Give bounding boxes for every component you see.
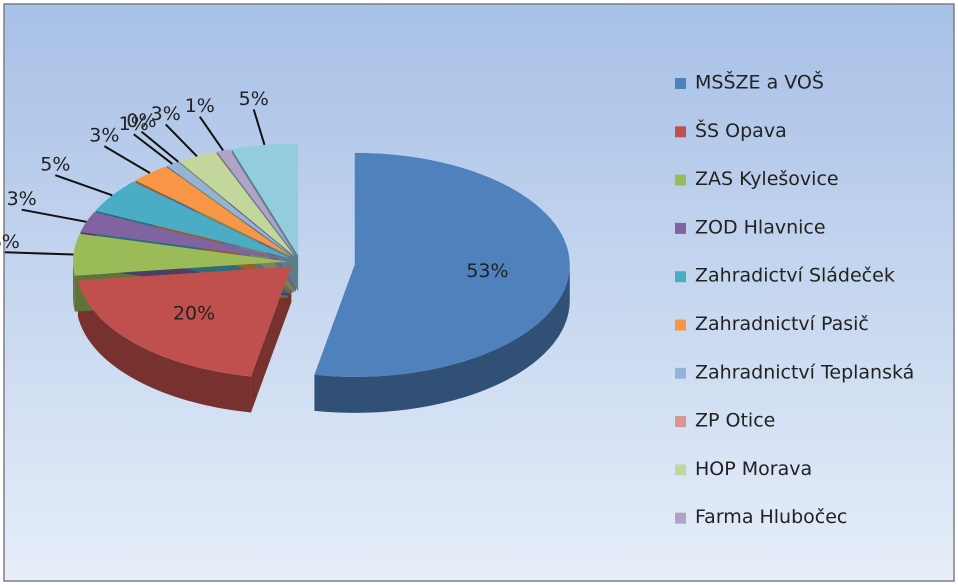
legend-swatch [675,319,686,331]
legend-label: ZP Otice [695,410,775,432]
data-label: 5% [40,154,70,176]
slice [231,143,299,256]
data-label: 20% [173,303,215,325]
legend-label: ŠS Opava [695,118,787,142]
leader-line [198,116,224,151]
leader-line [21,208,87,223]
data-label: 3% [151,103,181,125]
legend-label: Zahradnictví Pasič [695,313,869,335]
slice-side [73,261,75,312]
legend-label: MSŠZE a VOŠ [695,70,824,94]
slice [73,233,289,276]
legend-label: Farma Hlubočec [695,506,847,528]
leader-line [55,174,113,197]
data-label: 53% [466,260,508,282]
legend: MSŠZE a VOŠ ŠS Opava ZAS Kylešovice ZOD Hla… [675,70,914,528]
legend-swatch [675,126,686,138]
data-label: 5% [239,88,269,110]
data-label: 3% [7,188,37,210]
slice [314,152,570,377]
legend-swatch [675,416,686,428]
leader-line [140,130,180,163]
slice [80,212,289,260]
slice [95,181,291,259]
legend-label: Zahradictví Sládeček [695,265,895,287]
slice [166,161,294,257]
legend-swatch [675,271,686,283]
data-label: 0% [126,110,156,132]
leader-line [164,123,198,158]
data-label: 1% [119,113,149,135]
data-label: 1% [185,95,215,117]
slice-side [314,264,570,413]
data-label: 3% [89,125,119,147]
legend-label: Zahradnictví Teplanská [695,361,914,383]
legend-label: HOP Morava [695,458,812,480]
leader-line [103,145,151,174]
pie: 53%20%6%3%5%3%1%0%3%1%5% [0,88,570,413]
legend-swatch [675,512,686,524]
slice [179,151,295,257]
legend-swatch [675,174,686,186]
slice-side [77,280,251,413]
slice [178,161,294,257]
legend-swatch [675,222,686,234]
leader-line [252,109,266,146]
slice [135,166,293,258]
slice [216,149,296,256]
legend-label: ZOD Hlavnice [695,216,826,238]
legend-swatch [675,367,686,379]
leader-line [4,251,74,256]
legend-swatch [675,464,686,476]
legend-label: ZAS Kylešovice [695,168,839,190]
legend-swatch [675,78,686,89]
data-label: 6% [0,231,20,253]
leader-line [133,133,174,165]
slice [77,266,292,377]
